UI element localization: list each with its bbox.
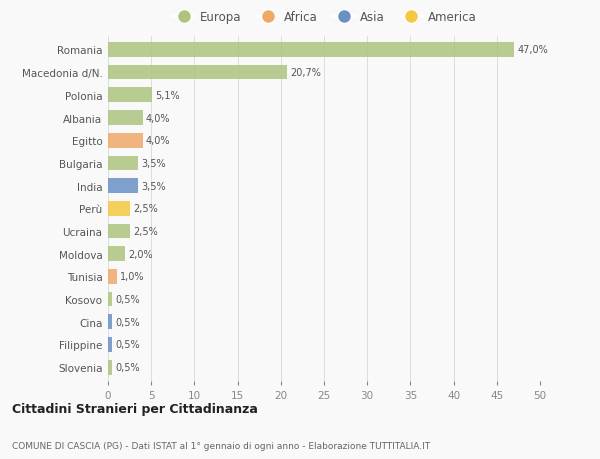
Text: Cittadini Stranieri per Cittadinanza: Cittadini Stranieri per Cittadinanza — [12, 403, 258, 415]
Bar — [108, 247, 125, 262]
Bar — [108, 179, 138, 194]
Text: 0,5%: 0,5% — [116, 363, 140, 372]
Bar — [108, 224, 130, 239]
Bar — [108, 66, 287, 80]
Text: 2,5%: 2,5% — [133, 204, 158, 214]
Bar — [108, 315, 112, 330]
Bar — [108, 269, 116, 284]
Text: 5,1%: 5,1% — [155, 90, 180, 101]
Text: COMUNE DI CASCIA (PG) - Dati ISTAT al 1° gennaio di ogni anno - Elaborazione TUT: COMUNE DI CASCIA (PG) - Dati ISTAT al 1°… — [12, 441, 430, 450]
Text: 3,5%: 3,5% — [142, 181, 166, 191]
Text: 0,5%: 0,5% — [116, 340, 140, 350]
Bar — [108, 111, 143, 126]
Bar — [108, 88, 152, 103]
Text: 1,0%: 1,0% — [120, 272, 145, 282]
Text: 2,5%: 2,5% — [133, 226, 158, 236]
Legend: Europa, Africa, Asia, America: Europa, Africa, Asia, America — [172, 11, 476, 24]
Text: 2,0%: 2,0% — [129, 249, 154, 259]
Text: 20,7%: 20,7% — [290, 68, 321, 78]
Bar — [108, 337, 112, 352]
Bar — [108, 360, 112, 375]
Text: 0,5%: 0,5% — [116, 317, 140, 327]
Text: 4,0%: 4,0% — [146, 113, 170, 123]
Text: 3,5%: 3,5% — [142, 158, 166, 168]
Bar — [108, 43, 514, 58]
Text: 0,5%: 0,5% — [116, 294, 140, 304]
Bar — [108, 292, 112, 307]
Text: 4,0%: 4,0% — [146, 136, 170, 146]
Bar — [108, 202, 130, 216]
Bar — [108, 134, 143, 148]
Bar — [108, 156, 138, 171]
Text: 47,0%: 47,0% — [518, 45, 548, 55]
